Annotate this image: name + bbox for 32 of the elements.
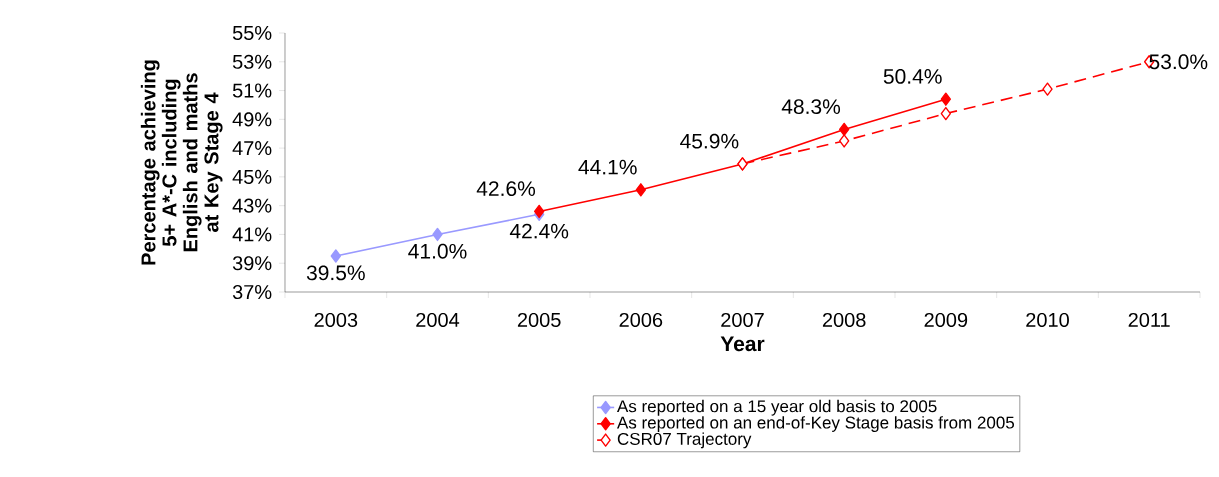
legend-label: CSR07 Trajectory xyxy=(617,432,752,449)
y-tick-label: 53% xyxy=(232,54,272,69)
y-tick-label: 37% xyxy=(232,284,272,300)
y-tick-label: 55% xyxy=(232,25,272,41)
data-label: 44.1% xyxy=(578,159,637,175)
data-label: 41.0% xyxy=(408,243,467,259)
y-tick-label: 47% xyxy=(232,141,272,156)
x-tick-label: 2007 xyxy=(721,312,764,328)
legend-label: As reported on an end-of-Key Stage basis from 2005 xyxy=(617,416,1015,432)
y-tick-label: 39% xyxy=(232,256,272,271)
x-tick-label: 2009 xyxy=(924,312,968,328)
x-tick-label: 2004 xyxy=(416,312,460,328)
x-tick-label: 2008 xyxy=(822,312,866,328)
x-axis-title: Year xyxy=(720,336,765,352)
y-tick-label: 43% xyxy=(232,198,272,213)
x-tick-label: 2003 xyxy=(314,312,358,328)
y-tick-label: 49% xyxy=(232,112,272,127)
y-tick-label: 45% xyxy=(232,169,272,184)
data-label: 42.4% xyxy=(509,223,569,239)
data-label: 48.3% xyxy=(781,99,841,115)
data-label: 45.9% xyxy=(680,133,739,149)
legend-label: As reported on a 15 year old basis to 2005 xyxy=(617,399,937,416)
x-tick-label: 2010 xyxy=(1026,312,1069,328)
data-label: 42.6% xyxy=(476,181,536,197)
data-label: 39.5% xyxy=(306,265,365,281)
x-tick-label: 2011 xyxy=(1128,312,1170,328)
y-tick-label: 51% xyxy=(232,83,272,98)
data-label: 50.4% xyxy=(883,68,942,84)
x-tick-label: 2005 xyxy=(517,312,561,328)
y-tick-label: 41% xyxy=(232,227,272,242)
y-axis-title: Percentage achieving 5+ A*-C including English and maths at Key Stage 4 xyxy=(140,60,223,265)
x-tick-label: 2006 xyxy=(619,312,663,328)
